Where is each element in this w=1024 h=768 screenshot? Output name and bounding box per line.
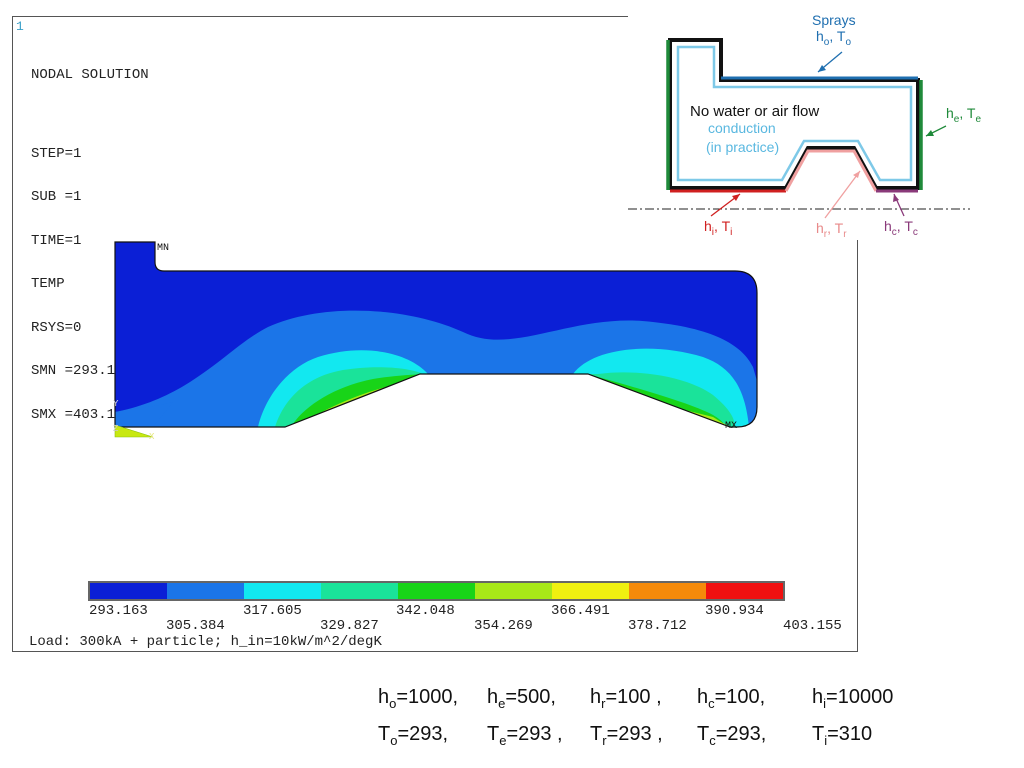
he-te-label: he, Te [946, 105, 982, 125]
conduction-boundary [676, 45, 913, 182]
param-ho: ho=1000, [378, 686, 459, 711]
max-marker: MX [725, 421, 737, 432]
legend-swatch-2 [167, 583, 244, 599]
legend-swatch-6 [475, 583, 552, 599]
in-practice-label: (in practice) [706, 139, 780, 155]
nodal-sub: SUB =1 [31, 189, 82, 205]
legend-value-5: 342.048 [396, 603, 455, 619]
schematic-drawing [628, 38, 970, 219]
inlet-arrow [710, 193, 741, 217]
contour-field [115, 242, 757, 427]
sprays-label: Sprays [812, 12, 856, 28]
legend-swatch-3 [244, 583, 321, 599]
param-tc: Tc=293, [697, 723, 767, 748]
param-hr: hr=100 , [590, 686, 662, 711]
boundary-condition-schematic: Sprays ho, To he, Te No water or air flo… [628, 8, 1024, 240]
legend-value-8: 378.712 [628, 618, 687, 634]
param-he: he=500, [487, 686, 556, 711]
legend-value-9: 390.934 [705, 603, 764, 619]
param-hi: hi=10000 [812, 686, 894, 711]
param-tr: Tr=293 , [590, 723, 663, 748]
triad-x-label: X [149, 432, 155, 442]
temperature-contour-plot: MN MX Y Z X [88, 241, 785, 601]
legend-value-3: 317.605 [243, 603, 302, 619]
nodal-rsys: RSYS=0 [31, 319, 82, 336]
legend-value-7: 366.491 [551, 603, 610, 619]
window-number: 1 [16, 19, 24, 34]
legend-swatch-7 [552, 583, 629, 599]
ho-to-label: ho, To [816, 28, 852, 48]
legend-swatch-9 [706, 583, 783, 599]
legend-swatch-4 [321, 583, 398, 599]
nodal-time: TIME=1 [31, 232, 82, 249]
heat-transfer-coefficients: ho=1000, he=500, hr=100 , hc=100, hi=10000 [378, 682, 893, 719]
body-outline [114, 241, 758, 428]
legend-color-bar [88, 581, 785, 601]
no-flow-label: No water or air flow [690, 103, 820, 120]
legend-swatch-5 [398, 583, 475, 599]
param-te: Te=293 , [487, 723, 563, 748]
legend-value-1: 293.163 [89, 603, 148, 619]
ramp-arrow [824, 170, 861, 219]
cone-arrow [893, 193, 905, 217]
legend-swatch-8 [629, 583, 706, 599]
triad-z-label: Z [113, 424, 119, 434]
parameter-values: ho=1000, he=500, hr=100 , hc=100, hi=10000 T… [378, 682, 893, 756]
param-ti: Ti=310 [812, 723, 873, 748]
param-to: To=293, [378, 723, 449, 748]
legend-value-2: 305.384 [166, 618, 225, 634]
spray-arrow [817, 51, 843, 73]
temperatures: To=293, Te=293 , Tr=293 , Tc=293, Ti=310 [378, 719, 893, 756]
legend-swatch-1 [90, 583, 167, 599]
hr-tr-label: hr, Tr [816, 220, 847, 240]
min-marker: MN [157, 243, 169, 254]
legend-value-6: 354.269 [474, 618, 533, 634]
legend-border [88, 581, 785, 601]
hi-ti-label: hi, Ti [704, 218, 733, 238]
nodal-step: STEP=1 [31, 145, 82, 162]
edge-arrow [925, 125, 947, 137]
conduction-label: conduction [708, 120, 776, 136]
ramp-boundary [784, 149, 878, 192]
param-hc: hc=100, [697, 686, 766, 711]
legend-value-10: 403.155 [783, 618, 842, 634]
triad-y-label: Y [113, 399, 119, 409]
coordinate-triad: Y Z X [113, 399, 155, 442]
hc-tc-label: hc, Tc [884, 218, 918, 238]
load-description: Load: 300kA + particle; h_in=10kW/m^2/de… [29, 634, 382, 650]
nodal-title: NODAL SOLUTION [31, 67, 149, 83]
legend-value-4: 329.827 [320, 618, 379, 634]
